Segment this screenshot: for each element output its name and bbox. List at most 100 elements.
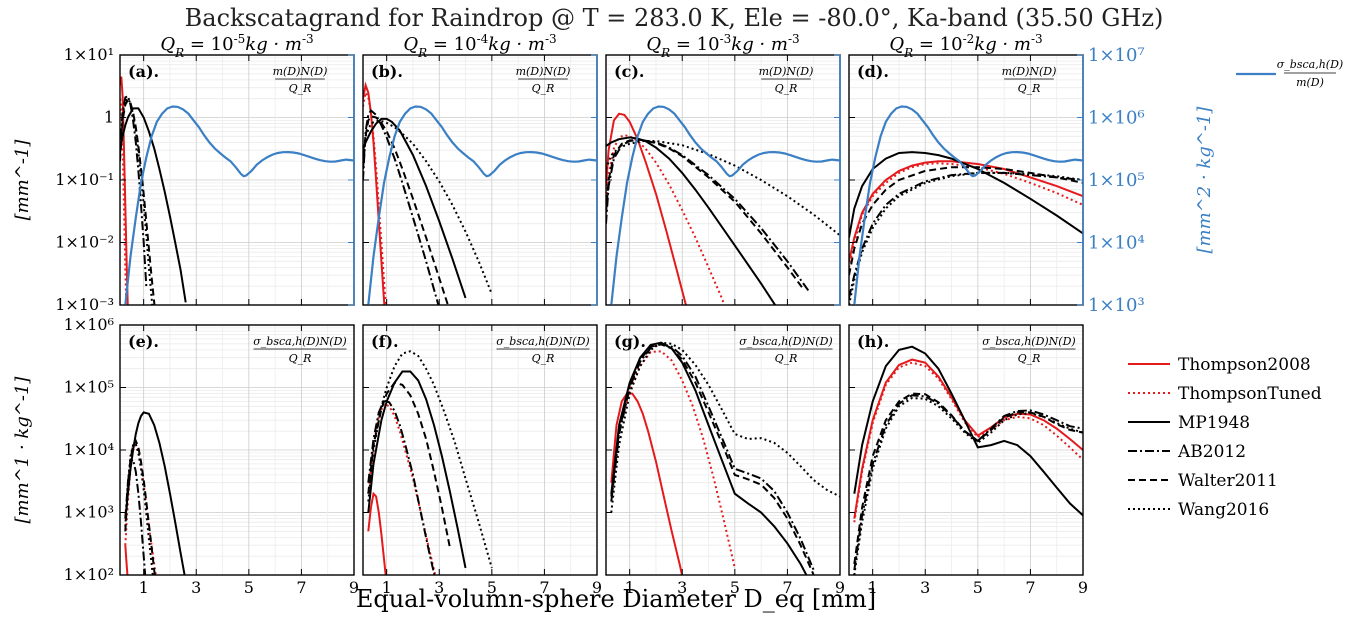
y-tick-label: 1×10⁶ bbox=[64, 315, 114, 334]
right-y-tick-label: 1×10⁵ bbox=[1088, 170, 1145, 191]
series-line-sigma-over-m bbox=[610, 105, 840, 305]
panel-c: (c). m(D)N(D) Q_R bbox=[605, 54, 841, 306]
column-title-part: kg · m bbox=[731, 34, 788, 55]
series-line-wang2016 bbox=[606, 140, 840, 237]
series-line-thompson2008 bbox=[367, 491, 387, 575]
series-line-thompson2008 bbox=[363, 81, 386, 305]
series-line-thompsontuned bbox=[606, 134, 726, 305]
column-title-part: -3 bbox=[720, 32, 732, 46]
column-title-part: Q bbox=[889, 34, 904, 55]
annotation-denominator: Q_R bbox=[289, 352, 312, 365]
series-line-walter2011 bbox=[367, 381, 451, 548]
column-title-part: -5 bbox=[234, 32, 246, 46]
series-line-mp1948 bbox=[606, 136, 777, 305]
series-line-thompsontuned bbox=[120, 98, 128, 305]
series-line-walter2011 bbox=[606, 138, 805, 290]
series-line-walter2011 bbox=[363, 115, 449, 305]
annotation-denominator: Q_R bbox=[532, 352, 555, 365]
panel-label: (g). bbox=[614, 332, 646, 351]
annotation-denominator: Q_R bbox=[775, 352, 798, 365]
series-line-ab2012 bbox=[367, 399, 436, 575]
series-line-mp1948 bbox=[363, 117, 467, 299]
x-tick-label: 1 bbox=[382, 578, 392, 597]
right-y-tick-label: 1×10⁴ bbox=[1088, 233, 1145, 254]
series-group bbox=[606, 112, 840, 305]
panel-g: 1 3 5 7 9 (g). σ_bsca,h(D)N(D) Q_R bbox=[605, 324, 845, 597]
annotation-numerator: m(D)N(D) bbox=[273, 65, 328, 78]
series-line-wang2016 bbox=[367, 350, 493, 569]
x-tick-label: 5 bbox=[730, 578, 740, 597]
annotation-denominator: Q_R bbox=[289, 82, 312, 95]
panel-h: 1 3 5 7 9 (h). σ_bsca,h(D)N(D) Q_R bbox=[848, 324, 1088, 597]
column-title-part: kg · m bbox=[245, 34, 302, 55]
x-tick-label: 9 bbox=[1078, 578, 1088, 597]
series-line-thompsontuned bbox=[363, 89, 387, 305]
column-title-part: -4 bbox=[477, 32, 489, 46]
series-line-walter2011 bbox=[120, 98, 156, 305]
annotation-numerator: m(D)N(D) bbox=[759, 65, 814, 78]
column-title-part: -2 bbox=[963, 32, 975, 46]
series-line-ab2012 bbox=[124, 457, 147, 575]
column-title-part: kg · m bbox=[488, 34, 545, 55]
x-tick-label: 7 bbox=[782, 578, 792, 597]
right-series-group bbox=[367, 105, 597, 305]
panel-label: (e). bbox=[128, 332, 159, 351]
panel-f: 1 3 5 7 9 (f). σ_bsca,h(D)N(D) Q_R bbox=[362, 324, 602, 597]
column-title-part: R bbox=[903, 46, 913, 60]
annotation-numerator: σ_bsca,h(D)N(D) bbox=[739, 335, 832, 348]
series-line-wang2016 bbox=[610, 341, 840, 513]
x-tick-label: 1 bbox=[625, 578, 635, 597]
series-line-wang2016 bbox=[363, 120, 493, 295]
right-y-tick-label: 1×10⁶ bbox=[1088, 108, 1145, 129]
column-title-part: kg · m bbox=[974, 34, 1031, 55]
series-group bbox=[120, 76, 187, 305]
bottom-y-axis-label: [mm^1 · kg^-1] bbox=[12, 376, 33, 524]
x-tick-label: 3 bbox=[434, 578, 444, 597]
x-tick-label: 3 bbox=[677, 578, 687, 597]
column-title: QR = 10-2kg · m-3 bbox=[889, 32, 1042, 60]
right-series-group bbox=[853, 105, 1083, 305]
right-y-axis-label: [mm^2 · kg^-1] bbox=[1194, 106, 1215, 254]
x-tick-label: 1 bbox=[868, 578, 878, 597]
series-line-wang2016 bbox=[853, 396, 1083, 575]
series-line-sigma-over-m bbox=[124, 105, 354, 305]
annotation-numerator: m(D)N(D) bbox=[1002, 65, 1057, 78]
panel-label: (a). bbox=[128, 62, 159, 81]
legend-label-mp1948: MP1948 bbox=[1178, 413, 1250, 433]
x-tick-label: 9 bbox=[349, 578, 359, 597]
x-tick-label: 5 bbox=[973, 578, 983, 597]
column-title-part: = 10 bbox=[184, 34, 233, 55]
panel-label: (c). bbox=[614, 62, 644, 81]
series-line-walter2011 bbox=[610, 343, 815, 575]
panel-b: (b). m(D)N(D) Q_R bbox=[362, 54, 598, 306]
figure-title: Backscatagrand for Raindrop @ T = 283.0 … bbox=[185, 4, 1164, 32]
y-tick-label: 1×10¹ bbox=[64, 45, 114, 64]
series-group bbox=[849, 151, 1083, 305]
y-tick-label: 1×10² bbox=[64, 565, 114, 584]
column-title: QR = 10-5kg · m-3 bbox=[160, 32, 313, 60]
column-title-part: -3 bbox=[302, 32, 314, 46]
series-line-mp1948 bbox=[610, 341, 808, 575]
legend-label-wang2016: Wang2016 bbox=[1178, 500, 1269, 520]
series-line-thompsontuned bbox=[610, 350, 736, 569]
x-tick-label: 9 bbox=[592, 578, 602, 597]
panel-a: (a). m(D)N(D) Q_R bbox=[119, 54, 355, 306]
x-tick-label: 3 bbox=[920, 578, 930, 597]
series-line-mp1948 bbox=[120, 107, 187, 303]
series-line-thompsontuned bbox=[367, 402, 437, 575]
annotation-denominator: Q_R bbox=[775, 82, 798, 95]
x-tick-label: 1 bbox=[139, 578, 149, 597]
column-title-part: = 10 bbox=[670, 34, 719, 55]
column-title-part: R bbox=[660, 46, 670, 60]
panel-e: 1 3 5 7 9 (e). σ_bsca,h(D)N(D) Q_R bbox=[119, 324, 359, 597]
series-line-ab2012 bbox=[849, 171, 1083, 299]
annotation-denominator: Q_R bbox=[1018, 82, 1041, 95]
series-group bbox=[124, 411, 186, 575]
legend-label-thompson2008: Thompson2008 bbox=[1178, 355, 1311, 375]
right-series-group bbox=[610, 105, 840, 305]
right-y-tick-label: 1×10³ bbox=[1088, 295, 1145, 316]
annotation-numerator: m(D)N(D) bbox=[516, 65, 571, 78]
annotation-numerator: σ_bsca,h(D)N(D) bbox=[982, 335, 1075, 348]
panel-label: (h). bbox=[857, 332, 889, 351]
